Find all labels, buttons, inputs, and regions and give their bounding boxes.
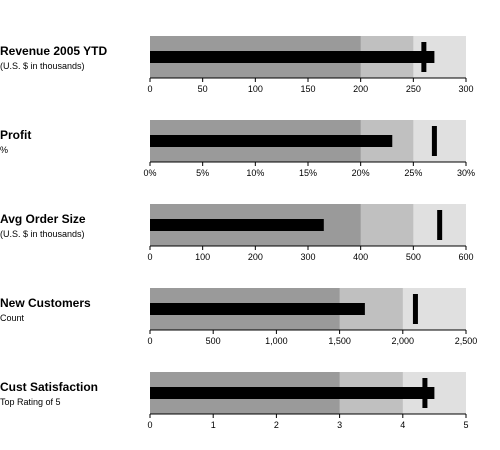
x-tick-label: 2,500: [455, 336, 478, 346]
x-tick-label: 150: [300, 84, 315, 94]
x-tick-label: 15%: [299, 168, 317, 178]
bullet-subtitle: Top Rating of 5: [0, 397, 61, 407]
x-tick-label: 400: [353, 252, 368, 262]
x-tick-label: 250: [406, 84, 421, 94]
measure-bar: [150, 135, 393, 147]
x-tick-label: 20%: [352, 168, 370, 178]
x-tick-label: 1,000: [265, 336, 288, 346]
x-tick-label: 500: [406, 252, 421, 262]
bullet-subtitle: Count: [0, 313, 25, 323]
bullet-title: New Customers: [0, 296, 91, 310]
x-tick-label: 0: [147, 252, 152, 262]
target-marker: [437, 210, 443, 240]
bullet-title: Cust Satisfaction: [0, 380, 98, 394]
x-tick-label: 0%: [143, 168, 156, 178]
measure-bar: [150, 387, 435, 399]
x-tick-label: 100: [248, 84, 263, 94]
target-marker: [431, 126, 437, 156]
target-marker: [422, 378, 428, 408]
x-tick-label: 10%: [246, 168, 264, 178]
bullet-chart-5: Cust Satisfaction Top Rating of 5 0 1 2 3 4 5: [0, 372, 469, 430]
measure-bar: [150, 51, 435, 63]
x-tick-label: 1,500: [328, 336, 351, 346]
x-tick-label: 600: [458, 252, 473, 262]
bullet-title: Avg Order Size: [0, 212, 86, 226]
bullet-chart-1: Revenue 2005 YTD (U.S. $ in thousands) 0 50…: [0, 36, 474, 94]
x-tick-label: 5%: [196, 168, 209, 178]
bullet-subtitle: %: [0, 145, 8, 155]
x-tick-label: 0: [147, 336, 152, 346]
x-tick-label: 100: [195, 252, 210, 262]
x-tick-label: 0: [147, 84, 152, 94]
bullet-title: Revenue 2005 YTD: [0, 44, 108, 58]
bullet-chart-4: New Customers Count 0 500 1,000 1,500 2,000 2,5…: [0, 288, 477, 346]
bullet-subtitle: (U.S. $ in thousands): [0, 61, 85, 71]
x-tick-label: 300: [458, 84, 473, 94]
x-tick-label: 2,000: [392, 336, 415, 346]
bullet-chart-2: Profit% 0% 5% 10% 15% 20% 25% 30%: [0, 120, 475, 178]
x-tick-label: 200: [248, 252, 263, 262]
target-marker: [421, 42, 427, 72]
x-tick-label: 4: [400, 420, 405, 430]
bullet-chart-3: Avg Order Size (U.S. $ in thousands) 0 100 2…: [0, 204, 474, 262]
x-tick-label: 3: [337, 420, 342, 430]
measure-bar: [150, 219, 324, 231]
x-tick-label: 30%: [457, 168, 475, 178]
x-tick-label: 50: [198, 84, 208, 94]
x-tick-label: 5: [463, 420, 468, 430]
x-tick-label: 500: [206, 336, 221, 346]
x-tick-label: 0: [147, 420, 152, 430]
measure-bar: [150, 303, 365, 315]
x-tick-label: 200: [353, 84, 368, 94]
x-tick-label: 1: [211, 420, 216, 430]
target-marker: [412, 294, 418, 324]
x-tick-label: 25%: [404, 168, 422, 178]
bullet-title: Profit: [0, 128, 31, 142]
x-tick-label: 300: [300, 252, 315, 262]
x-tick-label: 2: [274, 420, 279, 430]
bullet-subtitle: (U.S. $ in thousands): [0, 229, 85, 239]
